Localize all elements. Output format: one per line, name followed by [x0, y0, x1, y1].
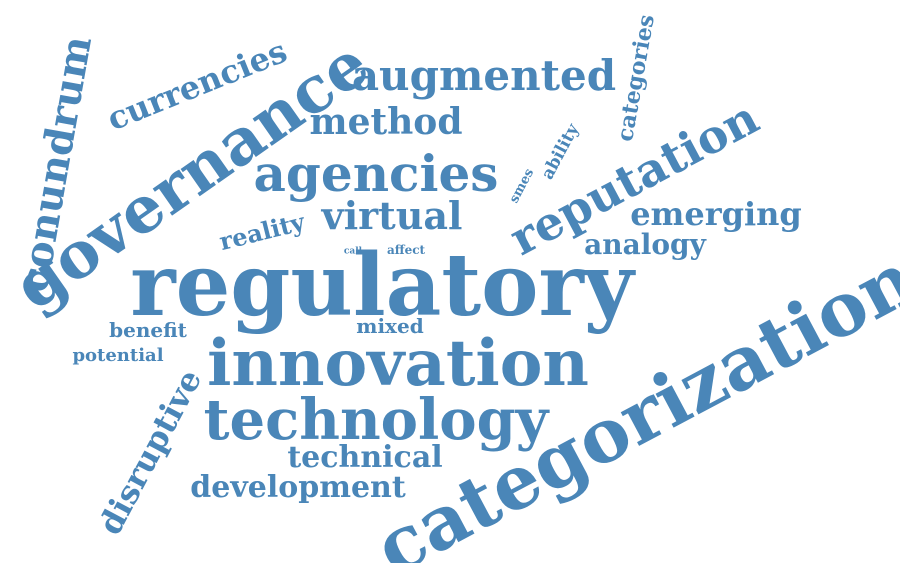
word-affect: affect	[386, 243, 426, 257]
word-analogy: analogy	[584, 228, 706, 261]
word-call: call	[343, 246, 363, 257]
word-augmented: augmented	[351, 51, 617, 100]
word-potential: potential	[72, 345, 164, 366]
word-benefit: benefit	[109, 318, 187, 342]
word-categories: categories	[612, 12, 660, 144]
word-disruptive: disruptive	[90, 363, 210, 541]
word-emerging: emerging	[630, 195, 802, 233]
word-development: development	[190, 470, 406, 505]
word-regulatory: regulatory	[130, 235, 634, 336]
word-smes: smes	[506, 166, 538, 206]
word-mixed: mixed	[356, 314, 424, 338]
word-method: method	[309, 101, 463, 143]
word-virtual: virtual	[321, 193, 463, 238]
word-technology: technology	[203, 387, 549, 453]
word-agencies: agencies	[253, 144, 499, 203]
word-ability: ability	[537, 120, 584, 183]
word-technical: technical	[287, 440, 443, 475]
word-innovation: innovation	[207, 326, 589, 401]
